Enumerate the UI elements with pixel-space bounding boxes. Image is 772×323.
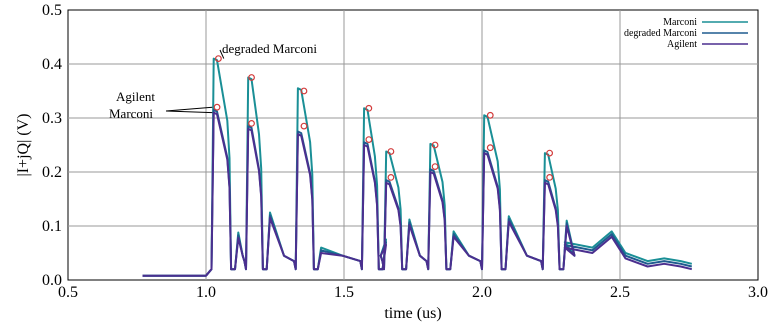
data-marker: [248, 74, 255, 81]
y-tick-label: 0.2: [42, 164, 62, 181]
annotations: degraded Marconi Agilent Marconi: [109, 41, 317, 121]
x-axis-label: time (us): [384, 305, 441, 322]
axes: 0.5 1.0 1.5 2.0 2.5 3.0 0.0 0.1 0.2 0.3 0.4 0.5: [42, 2, 768, 301]
legend-label: Marconi: [663, 17, 697, 28]
annotation-leader: [165, 106, 213, 112]
data-marker: [365, 104, 373, 112]
data-marker: [431, 163, 439, 171]
annotation-label: Agilent: [116, 89, 155, 104]
data-marker: [431, 141, 439, 149]
y-tick-label: 0.3: [42, 110, 62, 127]
x-tick-label: 0.5: [58, 284, 78, 301]
y-tick-label: 0.5: [42, 2, 62, 19]
data-marker: [215, 55, 222, 62]
x-tick-label: 1.0: [196, 284, 216, 301]
data-marker: [387, 173, 395, 181]
data-marker: [300, 87, 308, 95]
annotation-leader: [165, 110, 213, 114]
y-tick-label: 0.0: [42, 272, 62, 289]
data-marker: [486, 111, 494, 119]
x-tick-label: 2.0: [472, 284, 492, 301]
data-marker: [546, 149, 554, 157]
annotation-label: degraded Marconi: [222, 41, 317, 56]
data-marker: [546, 173, 554, 181]
series-layer: [142, 57, 693, 277]
legend-label: Agilent: [667, 39, 697, 50]
annotation-leader: [219, 49, 225, 59]
series-line: [142, 111, 693, 277]
x-tick-label: 3.0: [748, 284, 768, 301]
data-marker: [387, 148, 395, 155]
x-tick-label: 2.5: [610, 284, 630, 301]
marker-layer: [213, 55, 554, 181]
y-tick-label: 0.1: [42, 218, 62, 235]
data-marker: [365, 136, 373, 144]
legend-label: degraded Marconi: [624, 28, 697, 39]
x-tick-label: 1.5: [334, 284, 354, 301]
data-marker: [486, 144, 494, 152]
plot-frame: [67, 9, 759, 281]
data-marker: [213, 103, 221, 111]
data-marker: [248, 119, 255, 127]
annotation-label: Marconi: [109, 106, 153, 121]
y-tick-label: 0.4: [42, 56, 62, 73]
y-axis-label: |I+jQ| (V): [15, 114, 32, 177]
series-line: [142, 57, 693, 277]
grid: [68, 10, 758, 280]
data-marker: [300, 122, 308, 130]
